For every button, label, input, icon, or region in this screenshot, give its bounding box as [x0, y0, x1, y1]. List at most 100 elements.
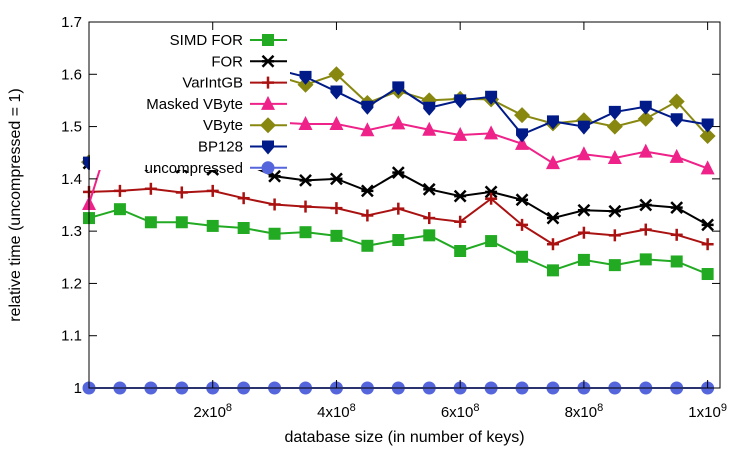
legend-label: VarIntGB [182, 75, 243, 92]
data-point [485, 90, 498, 105]
data-point [699, 127, 716, 144]
data-point [606, 118, 623, 135]
x-tick-label: 4x108 [317, 402, 356, 421]
y-tick-label: 1 [74, 380, 82, 397]
y-axis-title: relative time (uncompressed = 1) [7, 88, 24, 321]
data-point [485, 235, 498, 248]
y-tick-label: 1.5 [61, 119, 82, 136]
legend-label: BP128 [198, 139, 243, 156]
data-point [268, 227, 281, 240]
data-point [608, 259, 621, 272]
data-point [144, 216, 157, 229]
data-point [670, 113, 683, 128]
data-point [361, 209, 374, 222]
legend-item: SIMD FOR [170, 32, 287, 49]
legend-swatch-marker [262, 140, 274, 155]
data-point [484, 185, 498, 199]
data-point [454, 215, 467, 228]
data-point [392, 202, 405, 215]
data-point [175, 186, 188, 199]
data-point [330, 229, 343, 242]
data-point [422, 121, 437, 136]
data-point [144, 182, 157, 195]
data-point [668, 93, 685, 110]
data-point [516, 128, 529, 143]
y-tick-label: 1.3 [61, 223, 82, 240]
data-point [113, 203, 126, 216]
data-point [298, 115, 313, 130]
data-point [577, 226, 590, 239]
legend-item: Masked VByte [146, 95, 287, 113]
data-point [701, 218, 715, 232]
legend-label: uncompressed [145, 160, 243, 177]
data-point [422, 182, 436, 196]
data-point [453, 126, 468, 141]
legend-swatch-marker [260, 117, 276, 134]
data-point [423, 229, 436, 242]
data-point [670, 228, 683, 241]
data-point [670, 201, 684, 214]
data-point [701, 268, 714, 281]
data-point [330, 85, 343, 100]
legend-item: FOR [211, 53, 287, 70]
data-point [639, 198, 653, 212]
data-point [608, 105, 621, 120]
data-point [607, 149, 622, 164]
data-point [637, 110, 654, 127]
data-point [484, 125, 499, 140]
data-point [608, 229, 621, 242]
data-point [516, 250, 529, 263]
data-point [515, 193, 529, 207]
legend: SIMD FOR FOR VarIntGB Masked VByte VByte BP12… [145, 32, 287, 177]
legend-swatch-marker [261, 161, 275, 175]
data-point [391, 166, 405, 179]
data-point [639, 253, 652, 266]
legend-swatch-marker [261, 54, 275, 68]
data-point [638, 143, 653, 158]
legend-label: Masked VByte [146, 96, 243, 113]
data-point [639, 100, 652, 115]
data-point [299, 70, 312, 85]
data-point [237, 192, 250, 205]
data-point [577, 203, 591, 217]
series-simd-for [83, 203, 714, 281]
data-point [577, 253, 590, 266]
data-point [113, 184, 126, 197]
data-point [299, 174, 312, 187]
data-point [575, 112, 592, 129]
y-tick-label: 1.2 [61, 275, 82, 292]
legend-swatch-marker [261, 95, 275, 110]
data-point [330, 202, 343, 215]
data-point [391, 115, 406, 130]
legend-item: uncompressed [145, 160, 287, 177]
data-point [516, 218, 529, 231]
plot-frame [88, 21, 721, 389]
x-tick-label: 2x108 [193, 402, 232, 421]
data-point [454, 245, 467, 258]
data-point [392, 234, 405, 247]
data-point [577, 120, 590, 135]
data-point [360, 122, 375, 137]
legend-label: VByte [203, 117, 243, 134]
axis-ticks: 1 1.1 1.2 1.3 1.4 1.5 1.6 1.7 2x108 4x108 6x108 8x1… [61, 14, 727, 421]
y-tick-label: 1.1 [61, 328, 82, 345]
legend-item: VByte [203, 117, 287, 134]
legend-swatch-marker [262, 76, 274, 89]
data-point [514, 107, 531, 124]
data-point [701, 238, 714, 251]
data-point [576, 146, 591, 161]
data-point [639, 223, 652, 236]
data-point [361, 239, 374, 252]
data-point [329, 115, 344, 130]
x-axis-title: database size (in number of keys) [284, 429, 524, 446]
data-point [175, 216, 188, 229]
data-point [299, 200, 312, 213]
data-point [423, 212, 436, 225]
legend-item: BP128 [198, 139, 287, 156]
y-tick-label: 1.4 [61, 171, 82, 188]
data-point [423, 101, 436, 116]
data-point [515, 135, 530, 150]
data-point [700, 160, 715, 175]
x-tick-label: 8x108 [565, 402, 604, 421]
